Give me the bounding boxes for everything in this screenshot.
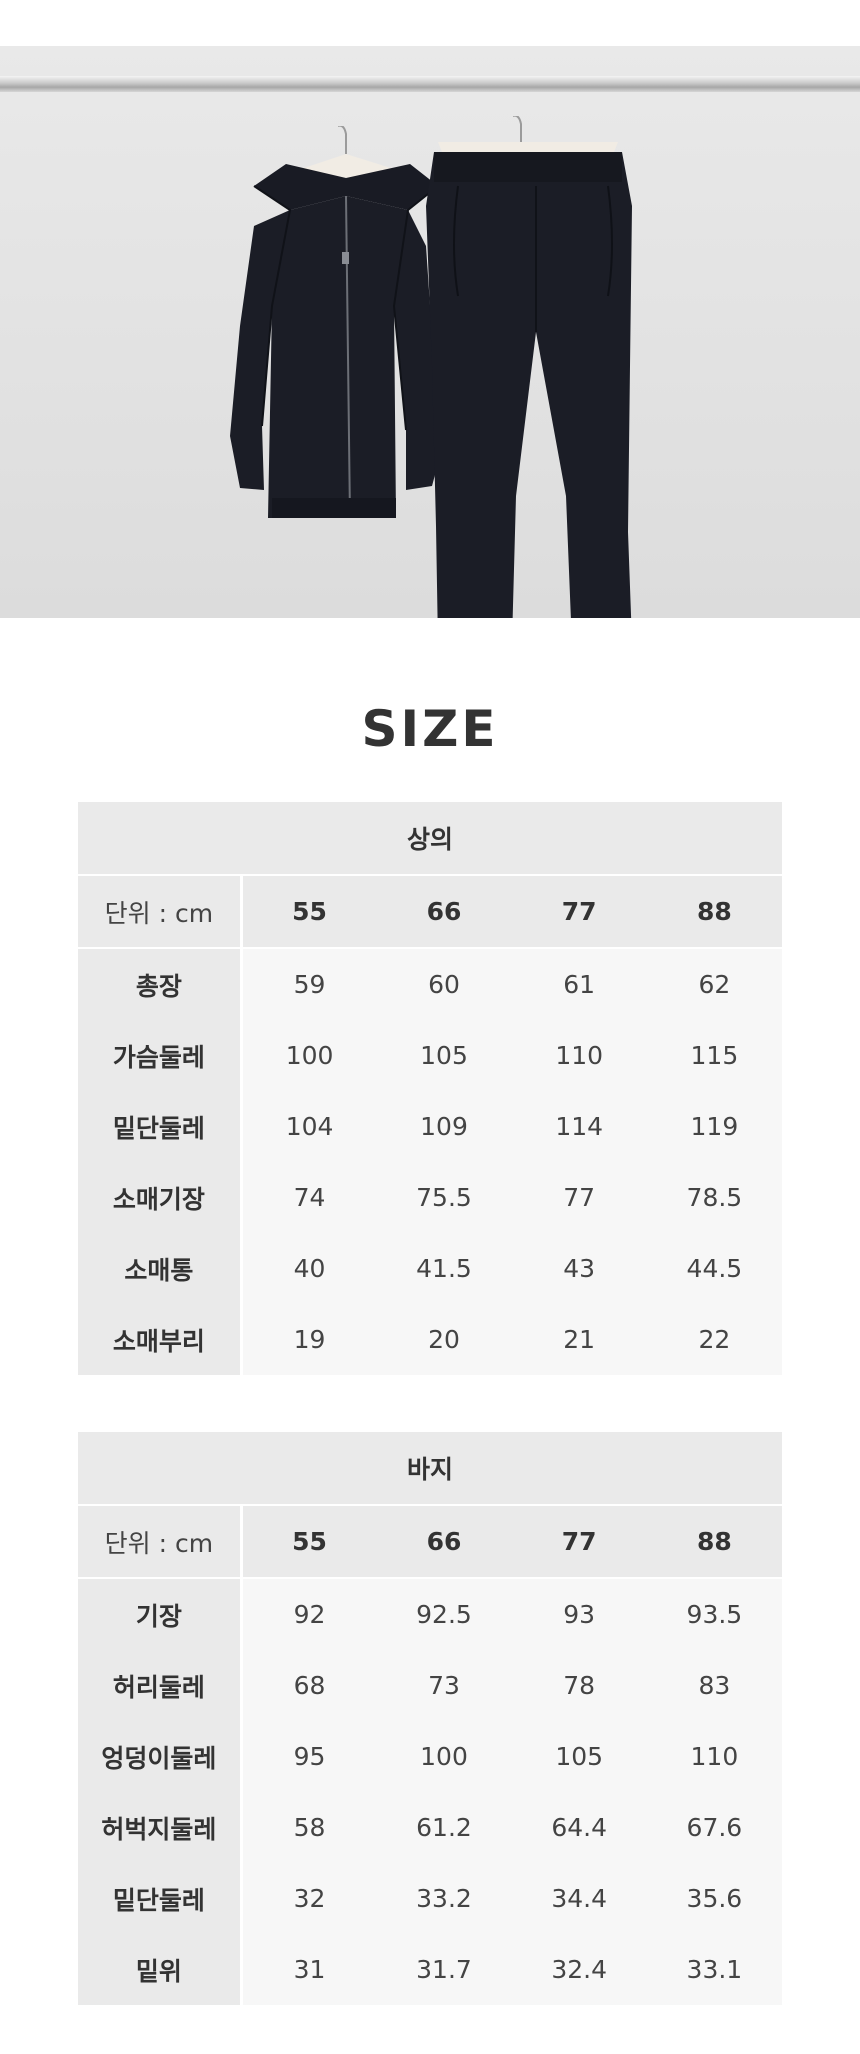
cell-value: 115 — [646, 1020, 782, 1091]
cell-value: 62 — [646, 947, 782, 1020]
cell-value: 31 — [241, 1934, 377, 2005]
size-header: 77 — [511, 874, 647, 948]
table-row: 소매기장 74 75.5 77 78.5 — [78, 1162, 782, 1233]
cell-value: 32.4 — [511, 1934, 647, 2005]
table-row: 가슴둘레 100 105 110 115 — [78, 1020, 782, 1091]
cell-value: 73 — [376, 1650, 512, 1721]
size-section-title: SIZE — [361, 700, 499, 758]
row-label: 소매통 — [78, 1233, 243, 1304]
cell-value: 22 — [646, 1304, 782, 1375]
table-title: 상의 — [78, 802, 782, 875]
size-header: 88 — [646, 1504, 782, 1578]
cell-value: 33.2 — [376, 1863, 512, 1934]
cell-value: 110 — [511, 1020, 647, 1091]
table-row: 소매부리 19 20 21 22 — [78, 1304, 782, 1375]
clothing-rail — [0, 76, 860, 92]
table-row: 밑단둘레 104 109 114 119 — [78, 1091, 782, 1162]
row-label: 소매기장 — [78, 1162, 243, 1233]
top-size-table: 상의 단위 : cm 55 66 77 88 총장 59 60 61 62 가슴… — [78, 802, 782, 1375]
row-label: 기장 — [78, 1577, 243, 1650]
table-row: 총장 59 60 61 62 — [78, 947, 782, 1020]
cell-value: 34.4 — [511, 1863, 647, 1934]
cell-value: 31.7 — [376, 1934, 512, 2005]
table-row: 소매통 40 41.5 43 44.5 — [78, 1233, 782, 1304]
pants-size-table: 바지 단위 : cm 55 66 77 88 기장 92 92.5 93 93.… — [78, 1432, 782, 2005]
cell-value: 67.6 — [646, 1792, 782, 1863]
row-label: 허벅지둘레 — [78, 1792, 243, 1863]
cell-value: 105 — [511, 1721, 647, 1792]
table-row: 허벅지둘레 58 61.2 64.4 67.6 — [78, 1792, 782, 1863]
cell-value: 61.2 — [376, 1792, 512, 1863]
cell-value: 41.5 — [376, 1233, 512, 1304]
cell-value: 44.5 — [646, 1233, 782, 1304]
size-header: 66 — [376, 874, 512, 948]
cell-value: 60 — [376, 947, 512, 1020]
unit-label: 단위 : cm — [78, 874, 243, 948]
cell-value: 93.5 — [646, 1577, 782, 1650]
table-row: 밑단둘레 32 33.2 34.4 35.6 — [78, 1863, 782, 1934]
cell-value: 104 — [241, 1091, 377, 1162]
knit-pants-image — [426, 116, 632, 618]
cell-value: 64.4 — [511, 1792, 647, 1863]
row-label: 밑위 — [78, 1934, 243, 2005]
cell-value: 40 — [241, 1233, 377, 1304]
cell-value: 32 — [241, 1863, 377, 1934]
size-header: 55 — [241, 874, 377, 948]
size-header: 88 — [646, 874, 782, 948]
size-header: 66 — [376, 1504, 512, 1578]
cell-value: 59 — [241, 947, 377, 1020]
row-label: 엉덩이둘레 — [78, 1721, 243, 1792]
cell-value: 114 — [511, 1091, 647, 1162]
cell-value: 68 — [241, 1650, 377, 1721]
cell-value: 43 — [511, 1233, 647, 1304]
cell-value: 35.6 — [646, 1863, 782, 1934]
row-label: 소매부리 — [78, 1304, 243, 1375]
row-label: 밑단둘레 — [78, 1091, 243, 1162]
zip-up-knit-jacket-image — [230, 126, 446, 519]
cell-value: 58 — [241, 1792, 377, 1863]
cell-value: 78.5 — [646, 1162, 782, 1233]
cell-value: 109 — [376, 1091, 512, 1162]
cell-value: 92 — [241, 1577, 377, 1650]
cell-value: 21 — [511, 1304, 647, 1375]
cell-value: 19 — [241, 1304, 377, 1375]
cell-value: 119 — [646, 1091, 782, 1162]
cell-value: 110 — [646, 1721, 782, 1792]
row-label: 총장 — [78, 947, 243, 1020]
cell-value: 93 — [511, 1577, 647, 1650]
cell-value: 83 — [646, 1650, 782, 1721]
product-photo — [0, 46, 860, 618]
cell-value: 100 — [241, 1020, 377, 1091]
table-title: 바지 — [78, 1432, 782, 1505]
row-label: 허리둘레 — [78, 1650, 243, 1721]
size-header: 77 — [511, 1504, 647, 1578]
unit-label: 단위 : cm — [78, 1504, 243, 1578]
table-row: 기장 92 92.5 93 93.5 — [78, 1577, 782, 1650]
row-label: 밑단둘레 — [78, 1863, 243, 1934]
cell-value: 75.5 — [376, 1162, 512, 1233]
cell-value: 78 — [511, 1650, 647, 1721]
cell-value: 95 — [241, 1721, 377, 1792]
row-label: 가슴둘레 — [78, 1020, 243, 1091]
table-row: 엉덩이둘레 95 100 105 110 — [78, 1721, 782, 1792]
table-row: 허리둘레 68 73 78 83 — [78, 1650, 782, 1721]
cell-value: 74 — [241, 1162, 377, 1233]
table-row: 밑위 31 31.7 32.4 33.1 — [78, 1934, 782, 2005]
cell-value: 92.5 — [376, 1577, 512, 1650]
cell-value: 105 — [376, 1020, 512, 1091]
size-header: 55 — [241, 1504, 377, 1578]
cell-value: 33.1 — [646, 1934, 782, 2005]
cell-value: 20 — [376, 1304, 512, 1375]
cell-value: 77 — [511, 1162, 647, 1233]
cell-value: 100 — [376, 1721, 512, 1792]
cell-value: 61 — [511, 947, 647, 1020]
